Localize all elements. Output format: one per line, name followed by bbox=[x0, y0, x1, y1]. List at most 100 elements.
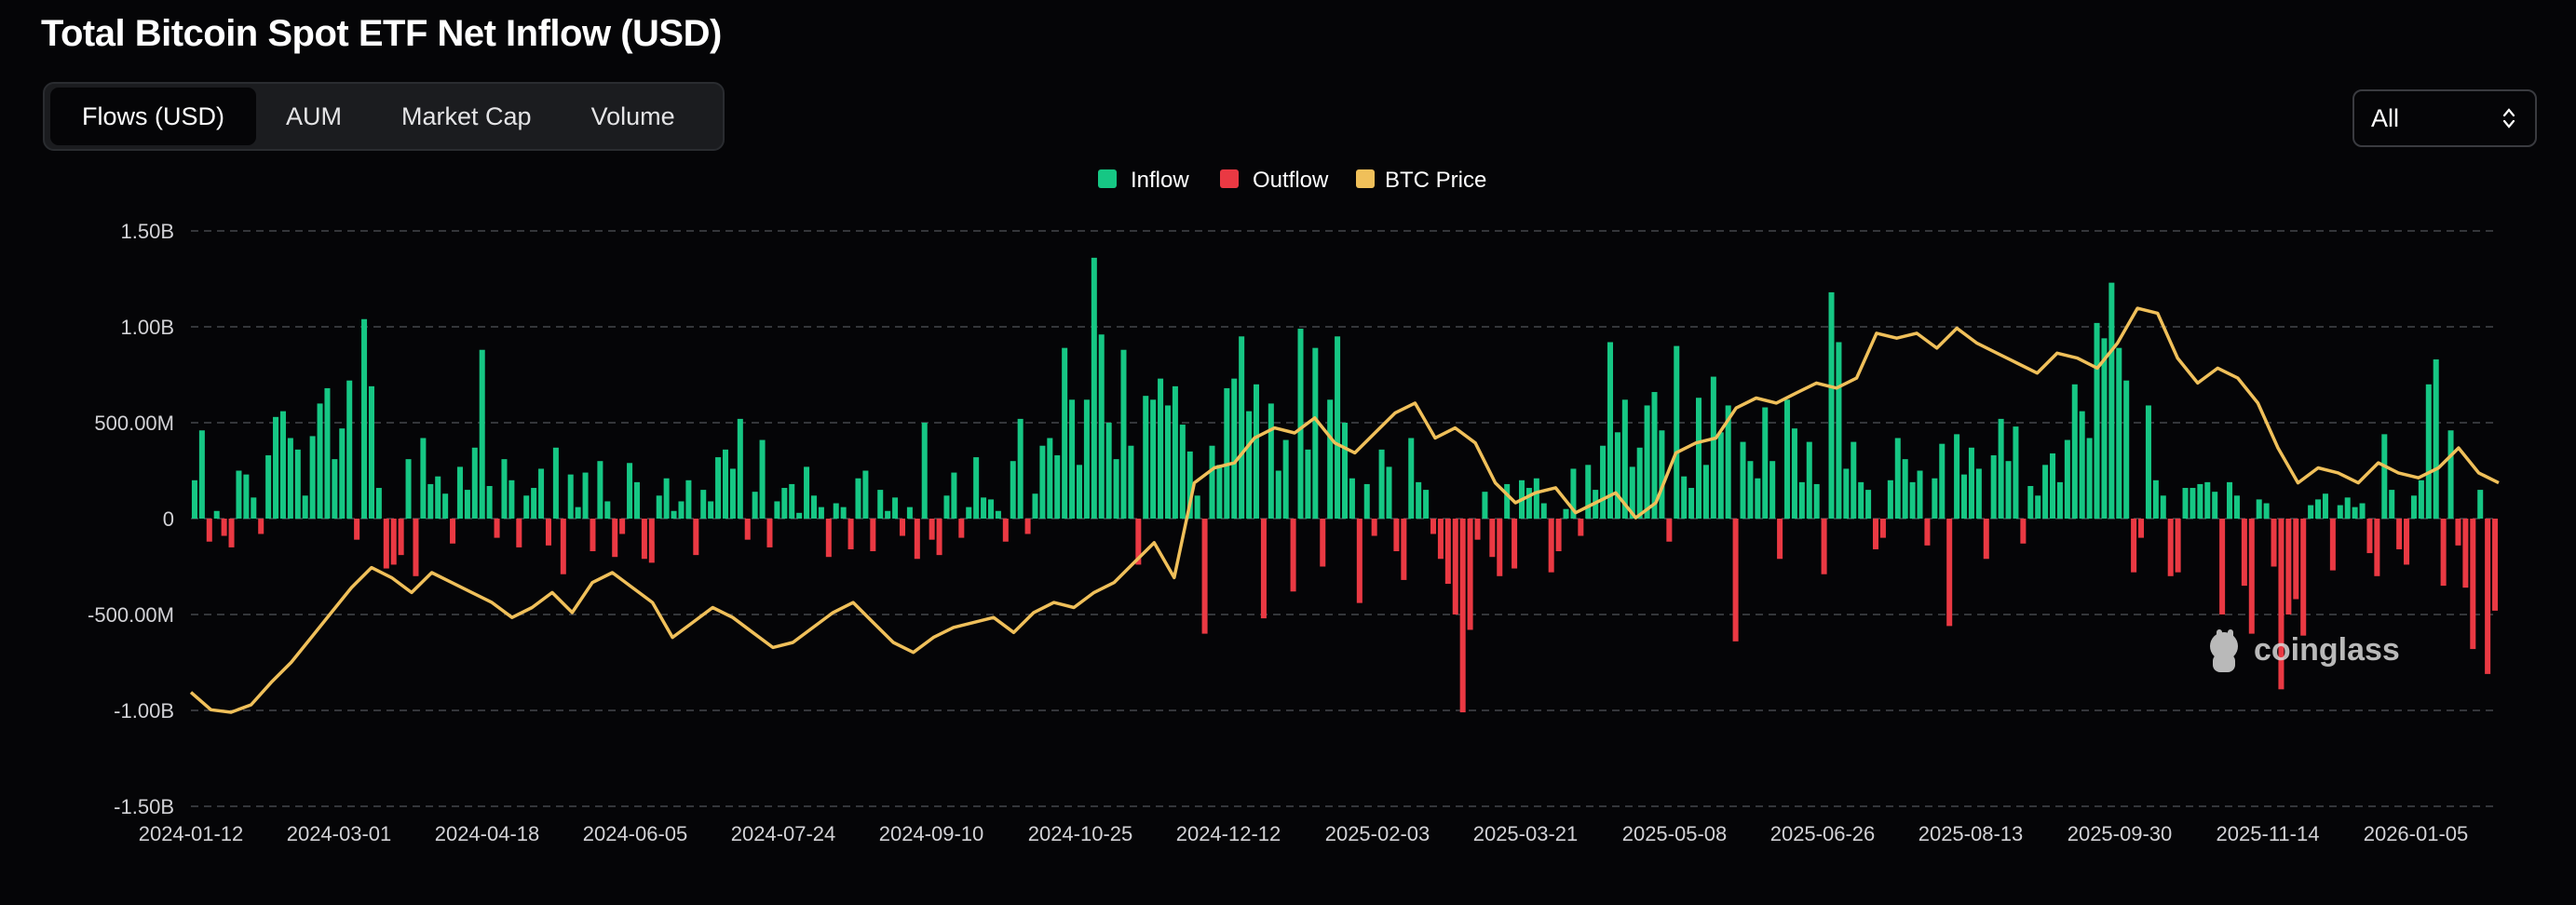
outflow-bar[interactable] bbox=[2455, 519, 2461, 546]
legend-outflow-label[interactable]: Outflow bbox=[1253, 168, 1329, 193]
outflow-bar[interactable] bbox=[2020, 519, 2027, 544]
inflow-bar[interactable] bbox=[1629, 466, 1635, 519]
inflow-bar[interactable] bbox=[1076, 465, 1082, 519]
outflow-bar[interactable] bbox=[2248, 519, 2255, 634]
outflow-bar[interactable] bbox=[206, 519, 212, 542]
outflow-bar[interactable] bbox=[1437, 519, 1444, 560]
inflow-bar[interactable] bbox=[833, 503, 839, 519]
outflow-bar[interactable] bbox=[545, 519, 551, 546]
outflow-bar[interactable] bbox=[1879, 519, 1886, 538]
outflow-bar[interactable] bbox=[1135, 519, 1142, 565]
outflow-bar[interactable] bbox=[958, 519, 965, 538]
inflow-bar[interactable] bbox=[1887, 480, 1893, 519]
inflow-bar[interactable] bbox=[1710, 376, 1716, 519]
inflow-bar[interactable] bbox=[1482, 492, 1488, 519]
inflow-bar[interactable] bbox=[1128, 445, 1134, 519]
inflow-bar[interactable] bbox=[1681, 476, 1688, 519]
inflow-bar[interactable] bbox=[1282, 439, 1289, 519]
inflow-bar[interactable] bbox=[1828, 291, 1835, 519]
inflow-bar[interactable] bbox=[1865, 490, 1872, 519]
inflow-bar[interactable] bbox=[1607, 342, 1614, 519]
inflow-bar[interactable] bbox=[523, 495, 530, 519]
inflow-bar[interactable] bbox=[1253, 384, 1260, 519]
inflow-bar[interactable] bbox=[1186, 451, 1193, 519]
inflow-bar[interactable] bbox=[1209, 445, 1215, 519]
inflow-bar[interactable] bbox=[995, 510, 1001, 519]
inflow-bar[interactable] bbox=[604, 501, 611, 519]
inflow-bar[interactable] bbox=[1224, 387, 1230, 519]
inflow-bar[interactable] bbox=[508, 480, 515, 519]
inflow-bar[interactable] bbox=[796, 512, 803, 519]
inflow-bar[interactable] bbox=[2322, 493, 2328, 519]
inflow-bar[interactable] bbox=[973, 457, 980, 519]
outflow-bar[interactable] bbox=[1946, 519, 1953, 627]
inflow-bar[interactable] bbox=[1363, 483, 1370, 519]
inflow-bar[interactable] bbox=[2227, 481, 2233, 519]
inflow-bar[interactable] bbox=[2410, 495, 2417, 519]
inflow-bar[interactable] bbox=[2123, 380, 2130, 519]
inflow-bar[interactable] bbox=[1762, 407, 1769, 519]
inflow-bar[interactable] bbox=[966, 507, 972, 519]
outflow-bar[interactable] bbox=[1474, 519, 1481, 540]
outflow-bar[interactable] bbox=[1555, 519, 1562, 552]
inflow-bar[interactable] bbox=[501, 459, 508, 519]
outflow-bar[interactable] bbox=[1459, 519, 1466, 713]
inflow-bar[interactable] bbox=[1894, 438, 1901, 519]
inflow-bar[interactable] bbox=[2160, 495, 2166, 519]
outflow-bar[interactable] bbox=[1260, 519, 1267, 619]
inflow-bar[interactable] bbox=[427, 483, 434, 519]
outflow-bar[interactable] bbox=[1401, 519, 1407, 580]
inflow-bar[interactable] bbox=[1246, 411, 1253, 519]
inflow-bar[interactable] bbox=[1696, 398, 1702, 519]
inflow-bar[interactable] bbox=[1585, 465, 1592, 519]
outflow-bar[interactable] bbox=[494, 519, 500, 538]
inflow-bar[interactable] bbox=[729, 468, 736, 519]
outflow-bar[interactable] bbox=[2175, 519, 2181, 573]
inflow-bar[interactable] bbox=[1143, 396, 1149, 519]
inflow-bar[interactable] bbox=[302, 495, 308, 519]
inflow-bar[interactable] bbox=[1231, 378, 1238, 519]
outflow-bar[interactable] bbox=[870, 519, 876, 552]
inflow-bar[interactable] bbox=[339, 428, 346, 519]
outflow-bar[interactable] bbox=[516, 519, 522, 547]
inflow-bar[interactable] bbox=[2064, 439, 2070, 519]
inflow-bar[interactable] bbox=[1312, 347, 1319, 519]
outflow-bar[interactable] bbox=[1578, 519, 1584, 536]
inflow-bar[interactable] bbox=[1975, 468, 1982, 519]
outflow-bar[interactable] bbox=[914, 519, 920, 560]
inflow-bar[interactable] bbox=[627, 463, 633, 519]
inflow-bar[interactable] bbox=[361, 318, 368, 519]
inflow-bar[interactable] bbox=[1158, 378, 1164, 519]
outflow-bar[interactable] bbox=[354, 519, 360, 540]
inflow-bar[interactable] bbox=[2050, 452, 2056, 519]
inflow-bar[interactable] bbox=[1179, 425, 1186, 519]
inflow-bar[interactable] bbox=[1540, 503, 1547, 519]
outflow-bar[interactable] bbox=[648, 519, 655, 563]
inflow-bar[interactable] bbox=[198, 430, 205, 519]
inflow-bar[interactable] bbox=[943, 495, 950, 519]
inflow-bar[interactable] bbox=[2042, 465, 2049, 519]
inflow-bar[interactable] bbox=[2433, 359, 2439, 519]
inflow-bar[interactable] bbox=[405, 459, 412, 519]
inflow-bar[interactable] bbox=[1525, 488, 1532, 519]
inflow-bar[interactable] bbox=[1843, 468, 1850, 519]
inflow-bar[interactable] bbox=[2212, 492, 2218, 519]
inflow-bar[interactable] bbox=[1747, 461, 1754, 519]
inflow-bar[interactable] bbox=[1858, 481, 1864, 519]
inflow-bar[interactable] bbox=[2152, 480, 2159, 519]
outflow-bar[interactable] bbox=[383, 519, 389, 569]
legend-inflow-swatch[interactable] bbox=[1098, 169, 1117, 188]
inflow-bar[interactable] bbox=[2315, 499, 2322, 519]
inflow-bar[interactable] bbox=[840, 507, 847, 519]
inflow-bar[interactable] bbox=[2418, 480, 2424, 519]
inflow-bar[interactable] bbox=[1105, 423, 1112, 519]
outflow-bar[interactable] bbox=[2470, 519, 2476, 650]
inflow-bar[interactable] bbox=[552, 447, 559, 519]
inflow-bar[interactable] bbox=[951, 472, 957, 519]
inflow-bar[interactable] bbox=[1010, 461, 1016, 519]
inflow-bar[interactable] bbox=[1416, 481, 1422, 519]
time-range-select[interactable]: All bbox=[2352, 89, 2537, 147]
inflow-bar[interactable] bbox=[294, 449, 301, 519]
tab-market-cap[interactable]: Market Cap bbox=[401, 101, 532, 130]
outflow-bar[interactable] bbox=[1512, 519, 1518, 569]
